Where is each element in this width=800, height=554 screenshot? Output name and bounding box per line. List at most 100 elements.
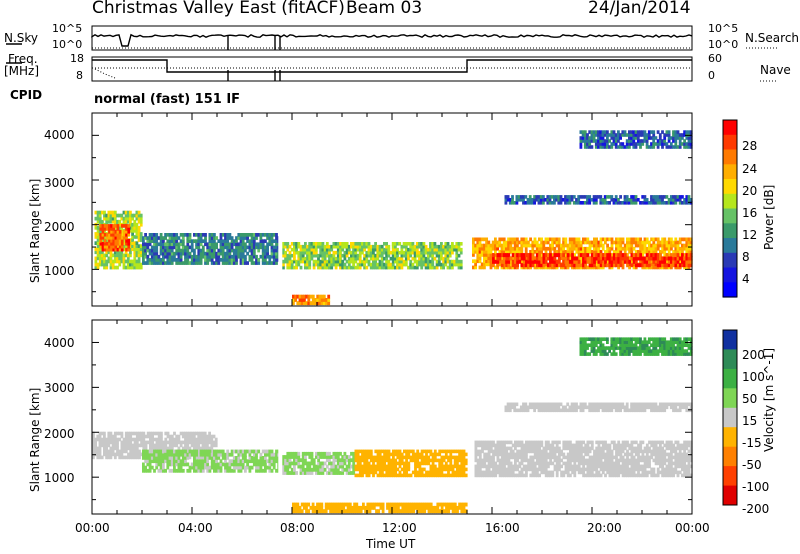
power-cell [571, 253, 574, 258]
velocity-cell [199, 437, 203, 442]
power-cell [142, 239, 145, 243]
power-cell [683, 263, 686, 268]
velocity-cell [420, 449, 424, 454]
power-cell [498, 243, 502, 248]
power-cell [588, 265, 592, 270]
power-cell [252, 248, 256, 253]
velocity-cell [214, 443, 218, 448]
velocity-cell [496, 440, 500, 445]
power-cell [391, 253, 395, 258]
power-cell [610, 240, 614, 245]
power-cell [597, 253, 601, 258]
power-cell [678, 195, 682, 199]
power-cell [522, 201, 525, 205]
power-cell [648, 246, 651, 251]
power-cell [615, 246, 618, 251]
power-cell [208, 248, 212, 253]
power-cell [472, 253, 475, 257]
velocity-cell [481, 446, 484, 451]
velocity-cell [144, 434, 148, 439]
power-cell [586, 250, 590, 254]
power-cell [376, 265, 380, 270]
power-cell [155, 233, 159, 237]
power-cell [139, 219, 143, 224]
velocity-cell [494, 443, 498, 448]
power-cell [248, 242, 252, 247]
velocity-cell [365, 467, 369, 472]
power-cell [215, 245, 218, 250]
power-cell [669, 195, 673, 199]
power-cell [670, 256, 673, 261]
velocity-cell [481, 461, 484, 466]
power-cell [536, 253, 539, 258]
power-cell [219, 239, 223, 243]
power-cell [308, 244, 312, 249]
velocity-cell [420, 461, 424, 466]
velocity-cell [259, 465, 263, 470]
power-cell [433, 242, 437, 246]
power-cell [124, 259, 128, 264]
power-cell [437, 247, 441, 252]
power-cell [604, 253, 607, 258]
power-cell [105, 259, 109, 264]
power-cell [114, 230, 118, 234]
velocity-cell [387, 467, 391, 472]
power-cell [113, 256, 117, 261]
power-cell [111, 253, 115, 258]
power-cell [308, 253, 312, 258]
velocity-cell [429, 449, 433, 454]
power-cell [661, 201, 664, 205]
velocity-cell [295, 461, 298, 466]
velocity-cell [412, 505, 416, 510]
power-cell [420, 242, 424, 246]
velocity-cell [157, 456, 161, 460]
power-cell [162, 242, 165, 247]
power-cell [235, 248, 238, 253]
velocity-cell [330, 464, 334, 469]
power-cell [110, 230, 113, 234]
velocity-cell [427, 505, 431, 510]
velocity-cell [268, 452, 272, 457]
power-cell [217, 248, 221, 253]
power-cell [268, 258, 272, 262]
power-cell [566, 256, 570, 261]
velocity-cell [503, 464, 506, 469]
power-cell [166, 245, 170, 250]
velocity-cell [120, 449, 124, 454]
velocity-cell [509, 464, 513, 469]
power-cell [228, 245, 232, 250]
power-cell [663, 133, 667, 137]
power-cell [621, 262, 625, 267]
power-cell [597, 139, 600, 143]
velocity-cell [442, 467, 446, 472]
power-cell [296, 301, 300, 306]
power-cell [579, 145, 583, 149]
power-cell [380, 244, 384, 249]
velocity-cell [282, 471, 285, 475]
power-cell [394, 253, 397, 258]
velocity-cell [354, 455, 358, 460]
power-cell [300, 294, 304, 299]
velocity-cell [298, 509, 302, 514]
velocity-cell [348, 505, 352, 510]
power-cell [144, 248, 147, 253]
power-cell [511, 201, 514, 205]
power-cell [319, 262, 323, 267]
velocity-cell [362, 502, 365, 507]
velocity-cell [385, 455, 389, 460]
velocity-cell [208, 434, 211, 439]
power-cell [650, 256, 653, 261]
velocity-cell [518, 452, 522, 457]
power-cell [181, 248, 185, 253]
power-cell [681, 201, 684, 205]
power-cell [112, 247, 116, 252]
velocity-cell [109, 437, 113, 442]
power-cell [173, 251, 176, 256]
power-cell [221, 239, 225, 243]
velocity-cell [217, 449, 221, 454]
velocity-cell [268, 456, 272, 460]
velocity-cell [105, 446, 108, 451]
velocity-cell [458, 502, 461, 507]
velocity-cell [164, 440, 168, 445]
power-cell [459, 265, 463, 270]
